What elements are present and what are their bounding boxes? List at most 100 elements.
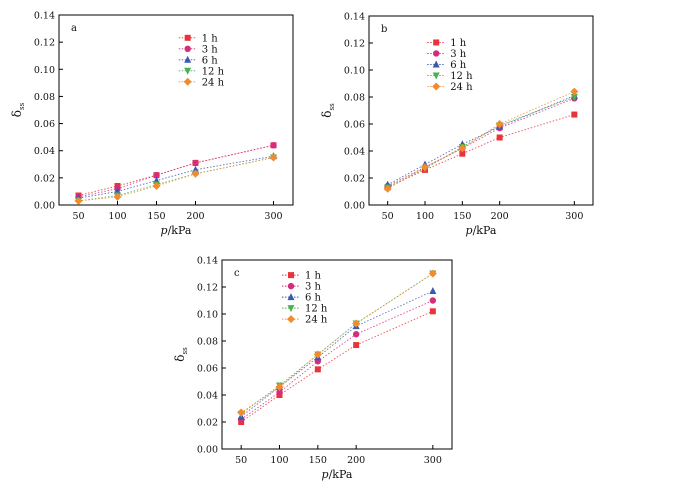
series-line xyxy=(240,310,434,423)
y-tick-label: 0.02 xyxy=(344,174,365,185)
y-tick-label: 0.04 xyxy=(34,146,55,157)
series-line xyxy=(240,300,434,420)
data-point xyxy=(191,169,200,178)
x-tick-label: 300 xyxy=(565,211,583,222)
y-axis-label: δss xyxy=(320,103,336,118)
panel-label: c xyxy=(234,268,240,279)
data-point xyxy=(429,287,437,295)
legend-marker xyxy=(287,282,295,290)
x-tick-label: 150 xyxy=(147,211,165,222)
y-tick-label: 0.10 xyxy=(197,310,218,321)
legend-marker xyxy=(287,293,295,301)
x-tick-label: 200 xyxy=(491,211,509,222)
panel-label: a xyxy=(71,23,77,34)
data-point xyxy=(275,382,284,391)
legend-entry: 24 h xyxy=(202,77,225,88)
x-axis-label: p/kPa xyxy=(322,468,353,481)
data-point xyxy=(113,192,122,201)
data-point xyxy=(352,331,360,338)
chart-panel-b: 0.00 0.02 0.04 0.06 0.08 0.10 0.12 0.14 50 100 150… xyxy=(320,12,594,237)
data-point xyxy=(152,182,161,190)
data-point xyxy=(495,120,504,128)
legend-marker xyxy=(433,39,440,46)
data-point xyxy=(352,319,361,328)
chart-panel-c: 0.00 0.02 0.04 0.06 0.08 0.10 0.12 0.14 50 100 150… xyxy=(173,256,453,481)
x-tick-label: 100 xyxy=(416,211,434,222)
y-tick-label: 0.12 xyxy=(344,39,365,50)
legend-entry: 12 h xyxy=(202,66,225,77)
data-point xyxy=(74,196,83,205)
data-point xyxy=(458,144,467,153)
y-tick-label: 0.08 xyxy=(197,337,218,348)
series-3h xyxy=(384,95,578,190)
series-line xyxy=(78,155,274,199)
legend-entry: 12 h xyxy=(305,304,328,315)
series-6h xyxy=(237,287,437,420)
x-tick-label: 50 xyxy=(235,455,247,466)
series-line xyxy=(387,96,575,188)
y-tick-label: 0.04 xyxy=(197,391,218,402)
y-tick-label: 0.04 xyxy=(344,147,365,158)
data-point xyxy=(314,366,321,373)
legend-entry: 6 h xyxy=(305,293,322,304)
x-tick-label: 300 xyxy=(424,455,442,466)
x-tick-label: 200 xyxy=(347,455,365,466)
legend: 1 h3 h6 h12 h24 h xyxy=(178,33,225,88)
legend-entry: 24 h xyxy=(305,315,328,326)
data-point xyxy=(496,134,503,141)
y-tick-label: 0.12 xyxy=(34,38,55,49)
series-line xyxy=(387,97,575,187)
y-tick-label: 0.02 xyxy=(197,418,218,429)
data-point xyxy=(571,111,578,118)
data-point xyxy=(570,94,578,101)
y-tick-label: 0.00 xyxy=(197,445,218,456)
legend-marker xyxy=(184,55,192,63)
x-axis-label: p/kPa xyxy=(466,224,497,237)
series-line xyxy=(240,273,434,413)
data-point xyxy=(429,308,436,315)
chart-panel-a: 0.00 0.02 0.04 0.06 0.08 0.10 0.12 0.14 50 100 150… xyxy=(10,11,294,237)
legend-entry: 24 h xyxy=(450,82,473,93)
legend-marker xyxy=(184,34,191,41)
data-point xyxy=(428,269,437,278)
legend-marker xyxy=(184,45,191,52)
y-tick-label: 0.06 xyxy=(197,364,218,375)
series-6h xyxy=(384,91,578,188)
legend-marker xyxy=(183,77,192,86)
plot-frame xyxy=(368,15,594,206)
legend-entry: 1 h xyxy=(202,33,219,44)
legend-marker xyxy=(432,82,441,91)
series-line xyxy=(78,144,274,198)
y-tick-label: 0.12 xyxy=(197,283,218,294)
legend-entry: 6 h xyxy=(450,60,467,71)
legend-entry: 3 h xyxy=(202,44,219,55)
series-line xyxy=(78,157,274,202)
legend-marker xyxy=(432,72,440,80)
legend-marker xyxy=(287,315,295,324)
x-tick-label: 150 xyxy=(309,455,327,466)
y-axis-label: δss xyxy=(173,347,189,362)
legend-marker xyxy=(287,305,295,313)
data-point xyxy=(429,297,437,304)
data-point xyxy=(269,153,278,162)
data-point xyxy=(153,171,160,179)
x-tick-label: 150 xyxy=(453,211,471,222)
y-tick-label: 0.06 xyxy=(344,120,365,131)
plot-frame xyxy=(58,14,294,206)
series-3h xyxy=(237,297,437,423)
legend-marker xyxy=(288,272,294,279)
series-24h xyxy=(74,153,278,205)
series-24h xyxy=(383,87,579,193)
y-tick-label: 0.14 xyxy=(197,256,218,267)
series-line xyxy=(240,273,434,415)
x-tick-label: 200 xyxy=(186,211,204,222)
y-tick-label: 0.02 xyxy=(34,173,55,184)
y-tick-label: 0.06 xyxy=(34,119,55,130)
series-line xyxy=(240,290,434,417)
x-tick-label: 50 xyxy=(72,211,84,222)
legend: 1 h3 h6 h12 h24 h xyxy=(282,271,328,326)
y-tick-label: 0.08 xyxy=(34,92,55,103)
x-tick-label: 50 xyxy=(382,211,394,222)
y-tick-label: 0.00 xyxy=(34,201,55,212)
data-point xyxy=(192,159,199,167)
